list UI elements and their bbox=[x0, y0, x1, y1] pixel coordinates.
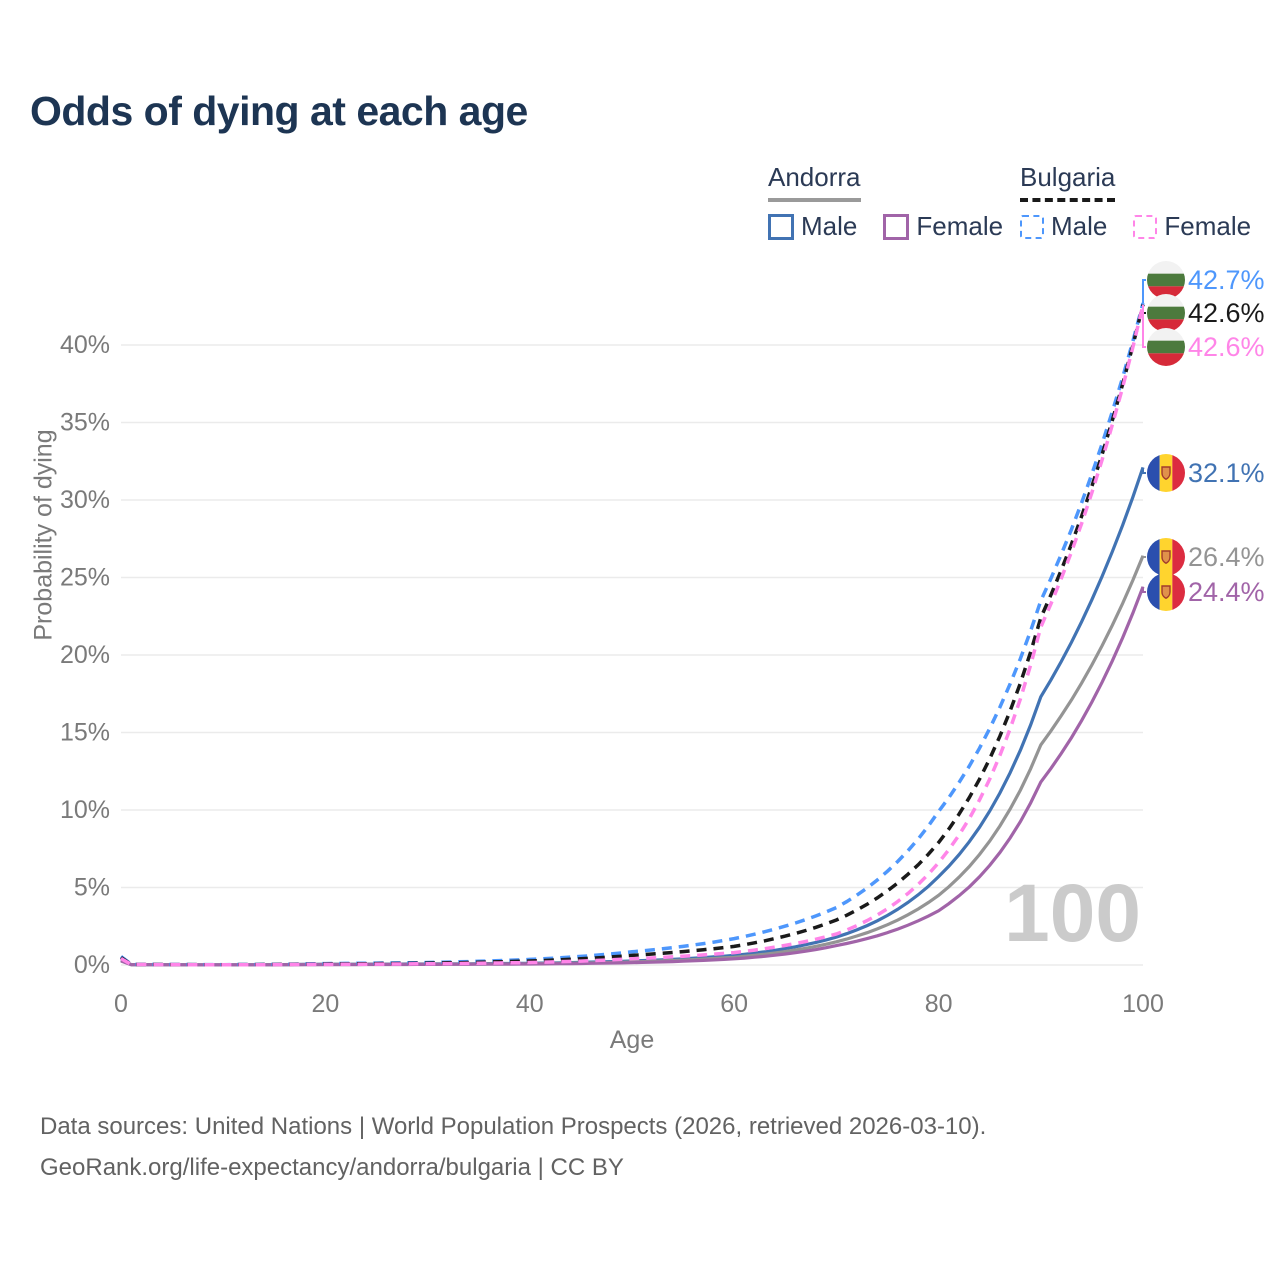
legend-group-bulgaria: Bulgaria Male Female bbox=[1020, 162, 1251, 242]
legend-item-bulgaria-female[interactable]: Female bbox=[1133, 211, 1251, 242]
age-indicator-watermark: 100 bbox=[1004, 868, 1141, 959]
y-tick-label: 25% bbox=[60, 564, 110, 592]
legend-item-bulgaria-male[interactable]: Male bbox=[1020, 211, 1107, 242]
end-value-label-andorra-male: 32.1% bbox=[1188, 458, 1265, 488]
legend-item-andorra-female[interactable]: Female bbox=[883, 211, 1003, 242]
x-tick-label: 80 bbox=[925, 990, 953, 1018]
legend-item-label: Male bbox=[801, 211, 858, 241]
flag-bulgaria-icon bbox=[1147, 261, 1185, 299]
series-line-andorra-male[interactable] bbox=[120, 466, 1145, 967]
y-tick-label: 40% bbox=[60, 331, 110, 359]
x-tick-label: 40 bbox=[516, 990, 544, 1018]
page-title: Odds of dying at each age bbox=[30, 88, 528, 134]
andorra-female-swatch-icon bbox=[883, 213, 910, 240]
series-line-andorra-female[interactable] bbox=[120, 586, 1145, 967]
end-label-leader-line bbox=[1142, 304, 1146, 348]
end-label-leader-line bbox=[1142, 279, 1146, 304]
y-tick-label: 0% bbox=[74, 951, 110, 979]
data-sources-text: Data sources: United Nations | World Pop… bbox=[40, 1113, 987, 1140]
end-label-leader-line bbox=[1142, 555, 1146, 558]
end-value-label-andorra-both-sexes: 26.4% bbox=[1188, 542, 1265, 572]
x-axis-title: Age bbox=[609, 1026, 655, 1054]
flag-andorra-icon bbox=[1147, 454, 1185, 492]
legend-country-bulgaria[interactable]: Bulgaria bbox=[1020, 162, 1116, 202]
end-value-label-bulgaria-both-sexes: 42.6% bbox=[1188, 298, 1265, 328]
x-tick-label: 20 bbox=[311, 990, 339, 1018]
legend-item-label: Female bbox=[916, 211, 1004, 241]
end-value-label-andorra-female: 24.4% bbox=[1188, 577, 1265, 607]
end-value-label-bulgaria-female: 42.6% bbox=[1188, 332, 1265, 362]
series-line-bulgaria-female[interactable] bbox=[120, 304, 1145, 967]
flag-andorra-icon bbox=[1147, 573, 1185, 611]
legend-item-label: Male bbox=[1051, 211, 1108, 241]
bulgaria-male-swatch-icon bbox=[1020, 214, 1044, 239]
y-tick-label: 20% bbox=[60, 641, 110, 669]
end-label-leader-line bbox=[1142, 586, 1146, 593]
attribution-link-text[interactable]: GeoRank.org/life-expectancy/andorra/bulg… bbox=[40, 1154, 624, 1181]
flag-andorra-icon bbox=[1147, 538, 1185, 576]
end-label-leader-line bbox=[1142, 467, 1146, 474]
y-tick-label: 30% bbox=[60, 486, 110, 514]
andorra-male-swatch-icon bbox=[768, 213, 794, 240]
x-tick-label: 100 bbox=[1122, 990, 1164, 1018]
y-tick-label: 35% bbox=[60, 409, 110, 437]
flag-bulgaria-icon bbox=[1147, 328, 1185, 366]
legend-country-andorra[interactable]: Andorra bbox=[768, 162, 861, 202]
y-tick-label: 10% bbox=[60, 796, 110, 824]
legend-group-andorra: Andorra Male Female bbox=[768, 162, 1003, 242]
end-value-label-bulgaria-male: 42.7% bbox=[1188, 265, 1265, 295]
y-tick-label: 15% bbox=[60, 719, 110, 747]
x-tick-label: 0 bbox=[114, 990, 128, 1018]
legend-item-label: Female bbox=[1164, 211, 1252, 241]
bulgaria-female-swatch-icon bbox=[1133, 214, 1158, 239]
series-line-andorra-both-sexes[interactable] bbox=[120, 555, 1145, 967]
legend-item-andorra-male[interactable]: Male bbox=[768, 211, 857, 242]
x-tick-label: 60 bbox=[720, 990, 748, 1018]
y-tick-label: 5% bbox=[74, 874, 110, 902]
footer: Data sources: United Nations | World Pop… bbox=[40, 1106, 986, 1188]
flag-bulgaria-icon bbox=[1147, 294, 1185, 332]
